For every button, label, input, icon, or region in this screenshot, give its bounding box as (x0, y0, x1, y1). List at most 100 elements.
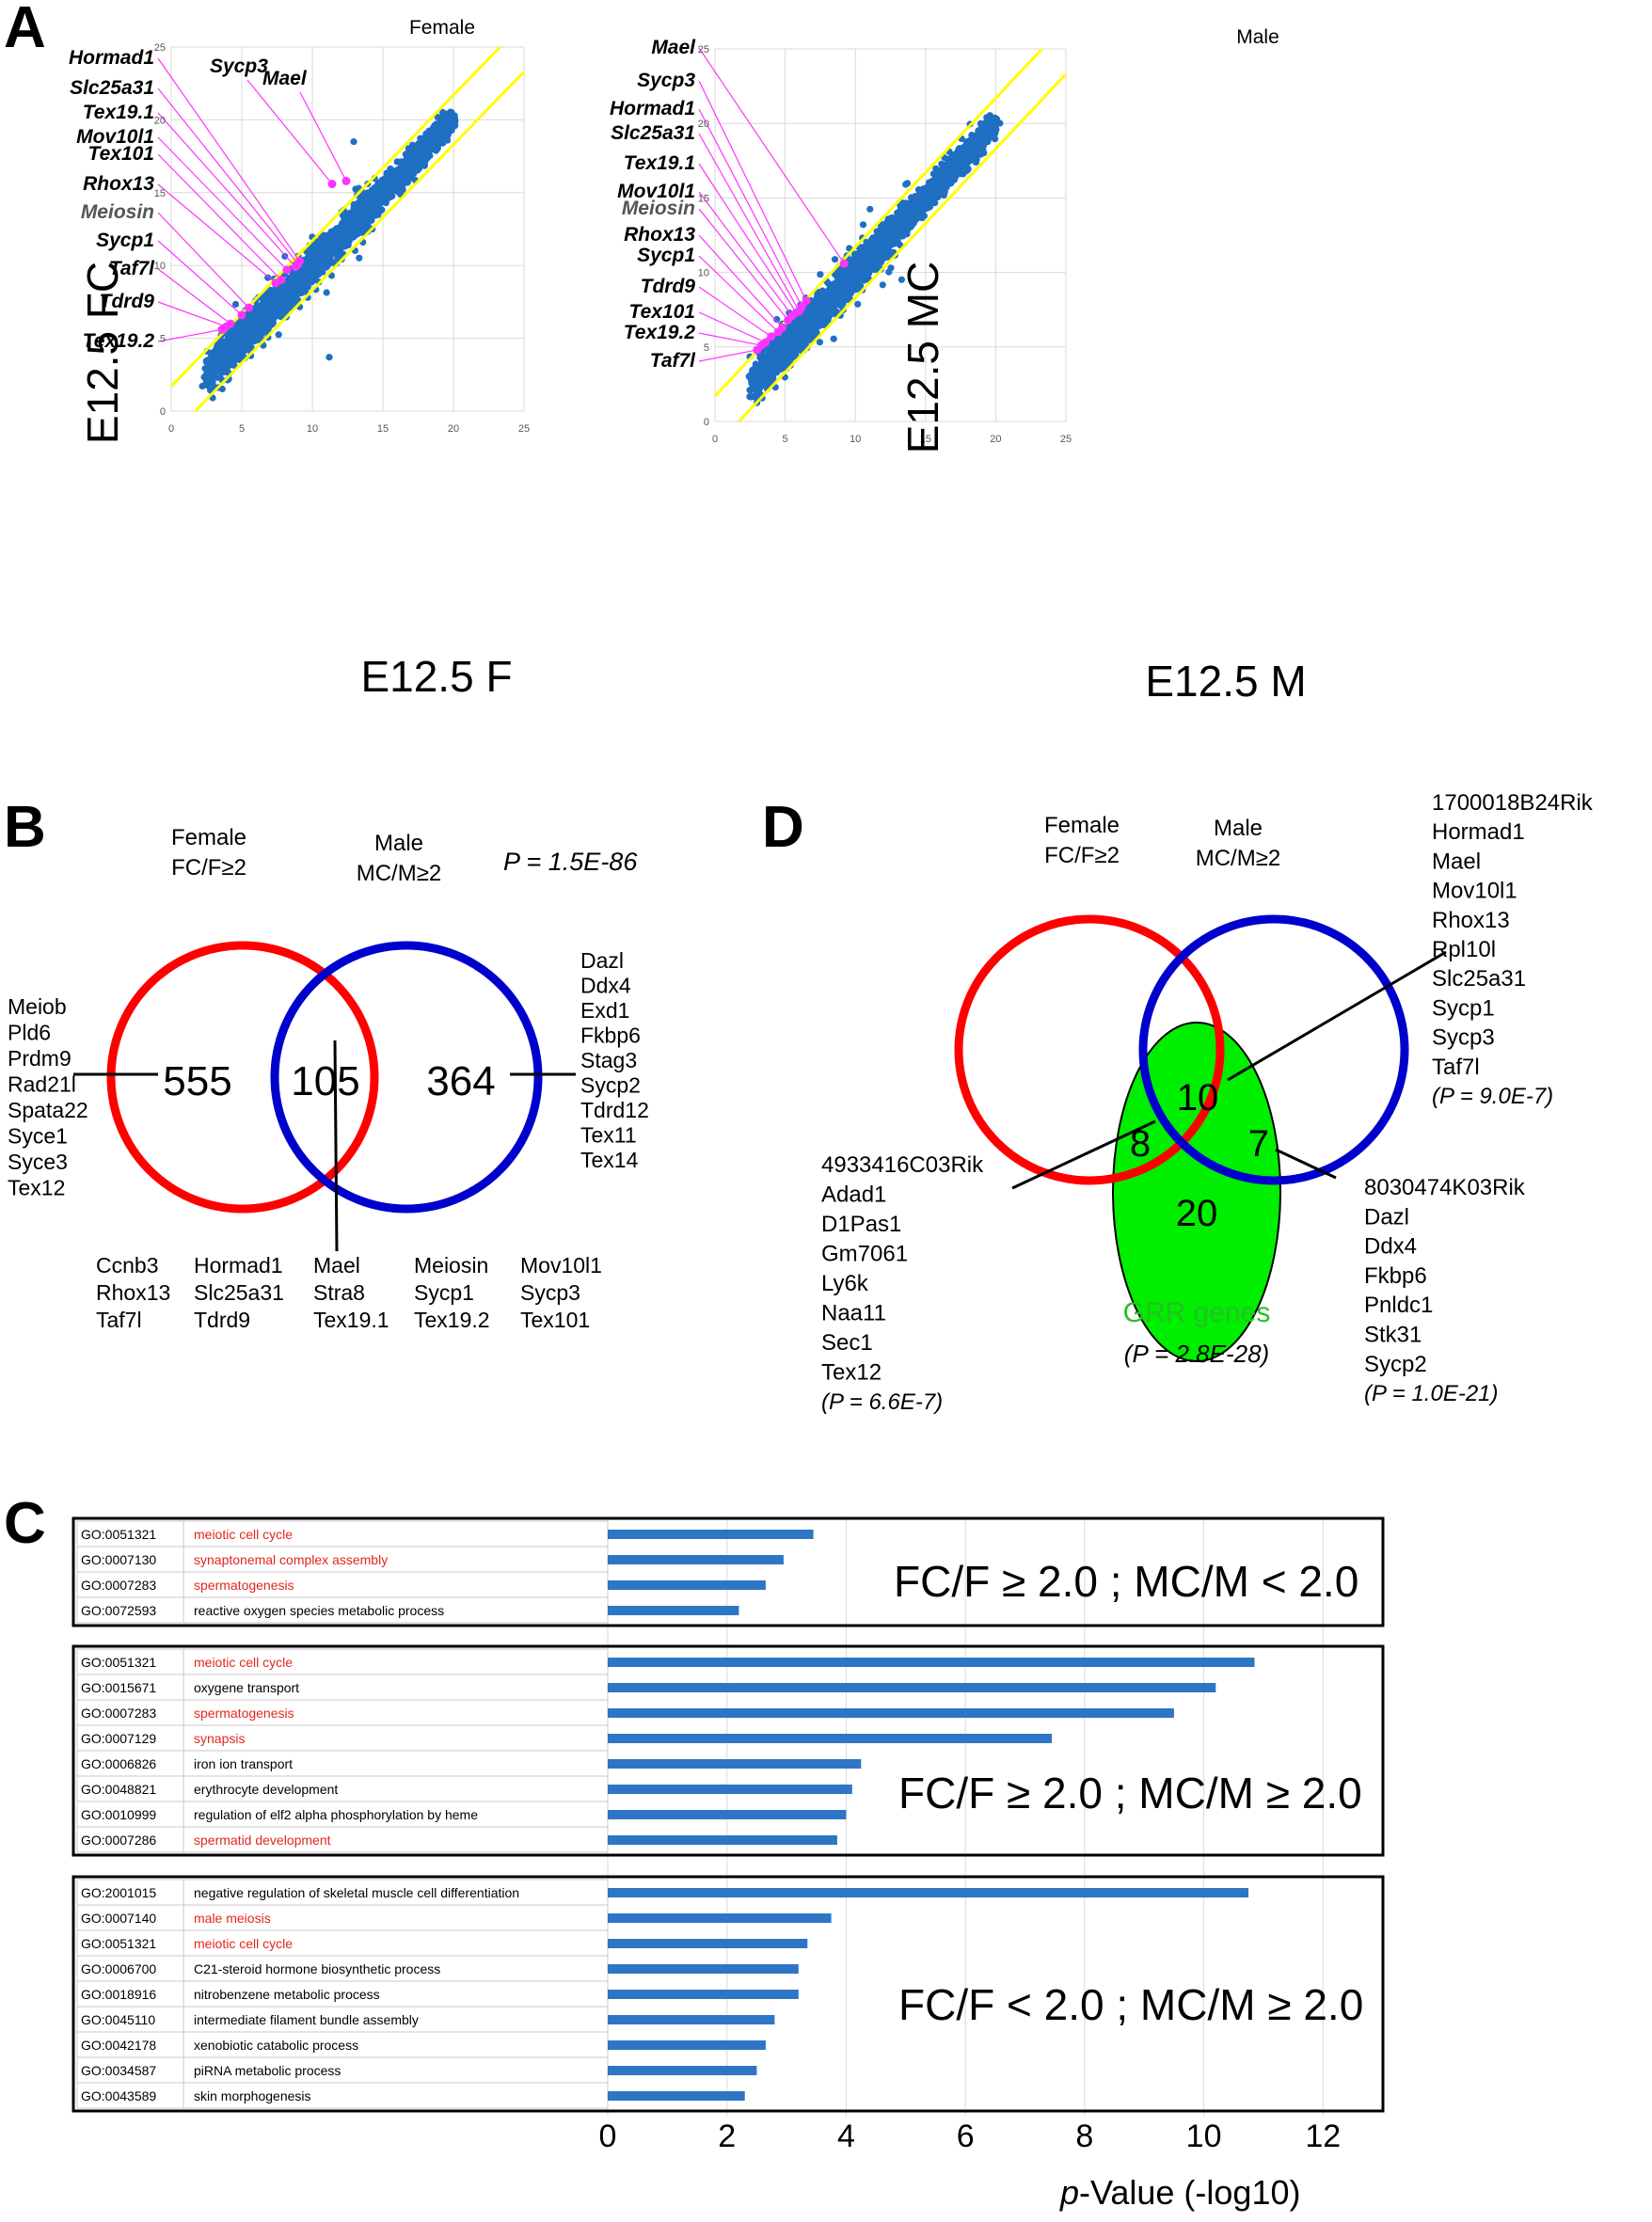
data-point (442, 115, 450, 122)
gene-label-hormad1: Hormad1 (69, 47, 154, 69)
data-point (317, 262, 325, 269)
data-point (278, 291, 285, 299)
data-point (216, 374, 224, 382)
data-point (329, 259, 337, 266)
data-point (230, 328, 238, 336)
data-point (301, 278, 309, 285)
data-point (409, 154, 417, 162)
gene-label-tex101: Tex101 (88, 143, 154, 165)
data-point (385, 189, 392, 197)
data-point (402, 157, 409, 165)
data-point (344, 213, 352, 220)
data-point (229, 361, 236, 369)
data-point (358, 222, 366, 230)
highlight-point-mael (342, 176, 351, 185)
panel-letter-c: C (4, 1491, 46, 1556)
data-point (356, 254, 363, 262)
gene-label-meiosin: Meiosin (81, 201, 154, 223)
highlight-point-meiosin (245, 303, 253, 312)
gene-label-mov10l1: Mov10l1 (76, 126, 154, 148)
data-point (209, 349, 217, 357)
leader-line (157, 136, 288, 271)
leader-line (157, 301, 227, 327)
data-point (309, 271, 316, 278)
highlight-point-sycp3 (327, 180, 337, 189)
scatter-female-xlabel: E12.5 F (360, 652, 512, 701)
y-tick-label: 10 (154, 261, 166, 272)
data-point (234, 337, 242, 344)
data-point (323, 289, 330, 296)
data-point (248, 319, 256, 326)
panel-letter-a: A (4, 0, 46, 60)
highlight-point-tex19.1 (291, 262, 300, 272)
data-point (972, 158, 979, 167)
data-point (239, 351, 246, 358)
data-point (261, 324, 268, 331)
data-point (411, 167, 419, 175)
data-point (260, 294, 267, 302)
data-point (264, 274, 272, 281)
data-point (319, 246, 326, 254)
data-point (421, 146, 428, 153)
data-point (350, 138, 357, 146)
data-point (201, 365, 209, 373)
leader-line (157, 87, 299, 265)
data-point (421, 162, 428, 169)
data-point (274, 299, 281, 308)
data-point (352, 214, 359, 222)
data-point (363, 209, 371, 216)
leader-line (157, 268, 231, 325)
y-tick-label: 0 (160, 406, 166, 418)
data-point (356, 202, 363, 210)
leader-line (157, 240, 243, 316)
data-point (425, 127, 433, 135)
highlight-point-tex19.2 (217, 325, 227, 334)
data-point (404, 179, 411, 186)
data-point (428, 133, 436, 140)
data-point (242, 345, 250, 353)
data-point (348, 223, 357, 230)
x-tick-label: 15 (377, 423, 389, 435)
leader-line (157, 328, 223, 342)
leader-line (157, 112, 296, 268)
data-point (265, 292, 273, 299)
scatter-female-ylabel: E12.5 FC (78, 262, 127, 444)
gene-label-tex19.1: Tex19.1 (83, 102, 154, 123)
data-point (962, 167, 970, 175)
y-tick-label: 5 (160, 334, 166, 345)
data-point (434, 113, 441, 121)
data-point (281, 252, 289, 261)
data-point (403, 169, 410, 177)
data-point (229, 340, 236, 347)
leader-line (157, 153, 282, 281)
data-point (253, 325, 261, 332)
data-point (438, 108, 447, 116)
data-point (379, 190, 387, 198)
x-tick-label: 25 (518, 423, 530, 435)
data-point (294, 283, 301, 291)
x-tick-label: 20 (448, 423, 459, 435)
data-point (427, 140, 435, 148)
gene-label-tdrd9: Tdrd9 (100, 291, 155, 312)
leader-line (157, 212, 249, 309)
data-point (325, 236, 332, 244)
data-point (435, 123, 442, 131)
data-point (211, 370, 218, 377)
data-point (298, 272, 306, 279)
data-point (383, 169, 390, 177)
data-point (229, 349, 236, 357)
x-tick-label: 0 (168, 423, 174, 435)
data-point (752, 392, 759, 400)
data-point (251, 313, 260, 321)
data-point (402, 151, 409, 158)
data-point (326, 254, 334, 262)
data-point (246, 331, 254, 340)
data-point (207, 364, 214, 372)
data-point (334, 246, 342, 253)
data-point (279, 296, 287, 304)
data-point (254, 302, 262, 309)
highlight-point-rhox13 (271, 278, 280, 288)
data-point (265, 304, 273, 311)
highlight-point-mov10l1 (282, 265, 292, 275)
